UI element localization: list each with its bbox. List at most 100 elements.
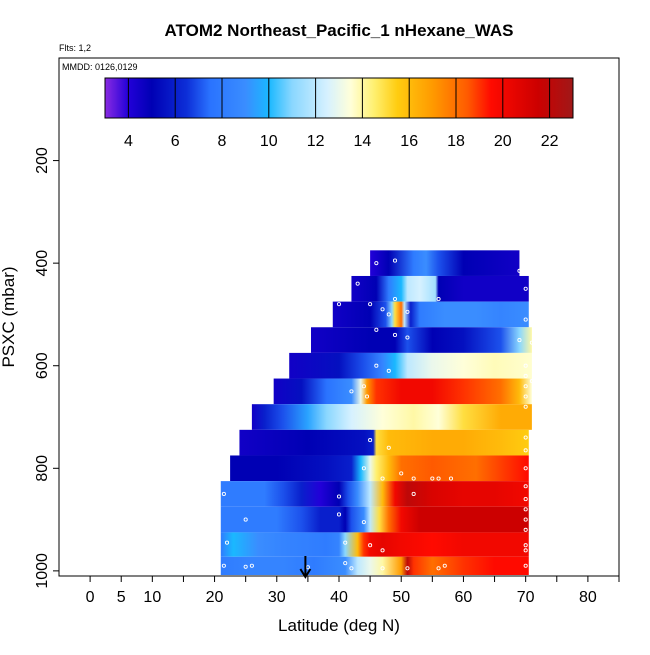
colorbar-tick-label-4: 4 (124, 133, 133, 150)
heatmap-row-550 (311, 327, 532, 353)
x-tick-label-0: 0 (86, 589, 95, 606)
latitude-arrow (299, 556, 312, 579)
sample-point (392, 258, 398, 263)
sample-point (523, 563, 528, 568)
sample-point (442, 563, 447, 568)
sample-point (374, 363, 379, 368)
heatmap-row-500 (332, 301, 529, 328)
sample-point (386, 312, 391, 317)
sample-point (374, 327, 379, 332)
sample-point (436, 566, 441, 571)
sample-point (529, 379, 534, 384)
sample-point (380, 476, 385, 481)
sample-point (523, 373, 528, 379)
sample-point (392, 332, 398, 338)
sample-point (523, 548, 528, 553)
sample-point (523, 543, 528, 548)
x-tick-label-20: 20 (206, 589, 224, 606)
latitude-arrow-head (299, 568, 312, 579)
sample-point (411, 491, 416, 496)
heatmap-row-400 (370, 250, 520, 276)
sample-point (436, 296, 441, 302)
heatmap-row-450 (351, 275, 529, 302)
sample-point (336, 302, 342, 307)
sample-point (523, 448, 528, 453)
heatmap-row-850 (220, 481, 529, 507)
sample-point (517, 268, 522, 273)
colorbar-tick-label-16: 16 (400, 133, 418, 150)
heatmap-row-600 (289, 352, 532, 379)
sample-point (523, 517, 528, 522)
y-axis-label: PSXC (mbar) (0, 266, 18, 367)
sample-point (448, 476, 454, 481)
sample-point (523, 527, 528, 532)
sample-point (343, 540, 348, 545)
colorbar-tick-label-6: 6 (171, 133, 180, 150)
y-tick-label-1000: 1000 (34, 553, 51, 589)
x-axis-label: Latitude (deg N) (278, 616, 400, 635)
sample-point (523, 497, 528, 502)
sample-point (436, 476, 441, 481)
heatmap-row-800 (230, 455, 529, 482)
x-tick-label-40: 40 (330, 589, 348, 606)
sample-point (523, 384, 528, 389)
sample-point (249, 563, 254, 568)
sample-point (430, 476, 435, 481)
sample-points (221, 258, 534, 571)
y-tick-label-600: 600 (34, 352, 51, 379)
sample-point (523, 363, 528, 368)
sample-point (368, 438, 373, 443)
colorbar-tick-label-10: 10 (260, 133, 278, 150)
y-tick-label-400: 400 (34, 250, 51, 277)
sample-point (380, 566, 385, 571)
colorbar-labels: 4 6 8 10 12 14 16 18 20 22 (124, 133, 559, 150)
sample-point (380, 307, 385, 312)
colorbar-tick-label-8: 8 (218, 133, 227, 150)
y-axis: 200 400 600 800 1000 (34, 147, 59, 589)
sample-point (368, 543, 373, 548)
sample-point (386, 445, 391, 450)
sample-point (224, 540, 230, 545)
sample-point (523, 286, 528, 291)
x-tick-label-5: 5 (117, 589, 126, 606)
sample-point (349, 566, 354, 571)
sample-point (523, 507, 528, 512)
sample-point (399, 471, 404, 476)
colorbar: 4 6 8 10 12 14 16 18 20 22 (104, 77, 574, 150)
colorbar-ticks (127, 78, 551, 118)
sample-point (411, 476, 416, 481)
sample-point (405, 335, 410, 340)
sample-point (343, 561, 348, 566)
sample-point (523, 404, 528, 409)
sample-point (349, 389, 354, 394)
mmdd-note: MMDD: 0126,0129 (62, 62, 138, 72)
x-tick-label-10: 10 (143, 589, 161, 606)
sample-point (243, 517, 248, 522)
x-tick-label-70: 70 (517, 589, 535, 606)
sample-point (221, 491, 226, 496)
colorbar-gradient (104, 77, 574, 119)
sample-point (361, 384, 366, 389)
sample-point (221, 563, 226, 568)
heatmap-row-750 (239, 429, 529, 456)
chart-title: ATOM2 Northeast_Pacific_1 nHexane_WAS (165, 21, 514, 40)
sample-point (529, 340, 534, 345)
colorbar-tick-label-14: 14 (354, 133, 372, 150)
x-tick-label-60: 60 (455, 589, 473, 606)
y-tick-label-800: 800 (34, 455, 51, 482)
heatmap-row-900 (220, 506, 529, 533)
flights-note: Flts: 1,2 (59, 43, 91, 53)
sample-point (405, 566, 410, 571)
colorbar-tick-label-12: 12 (307, 133, 325, 150)
sample-point (517, 338, 522, 343)
heatmap-row-995 (220, 556, 529, 575)
sample-point (361, 466, 366, 471)
colorbar-tick-label-20: 20 (494, 133, 512, 150)
sample-point (523, 484, 528, 489)
heatmap-row-700 (251, 404, 532, 430)
sample-point (336, 494, 342, 499)
sample-point (405, 309, 410, 314)
sample-point (523, 466, 528, 471)
